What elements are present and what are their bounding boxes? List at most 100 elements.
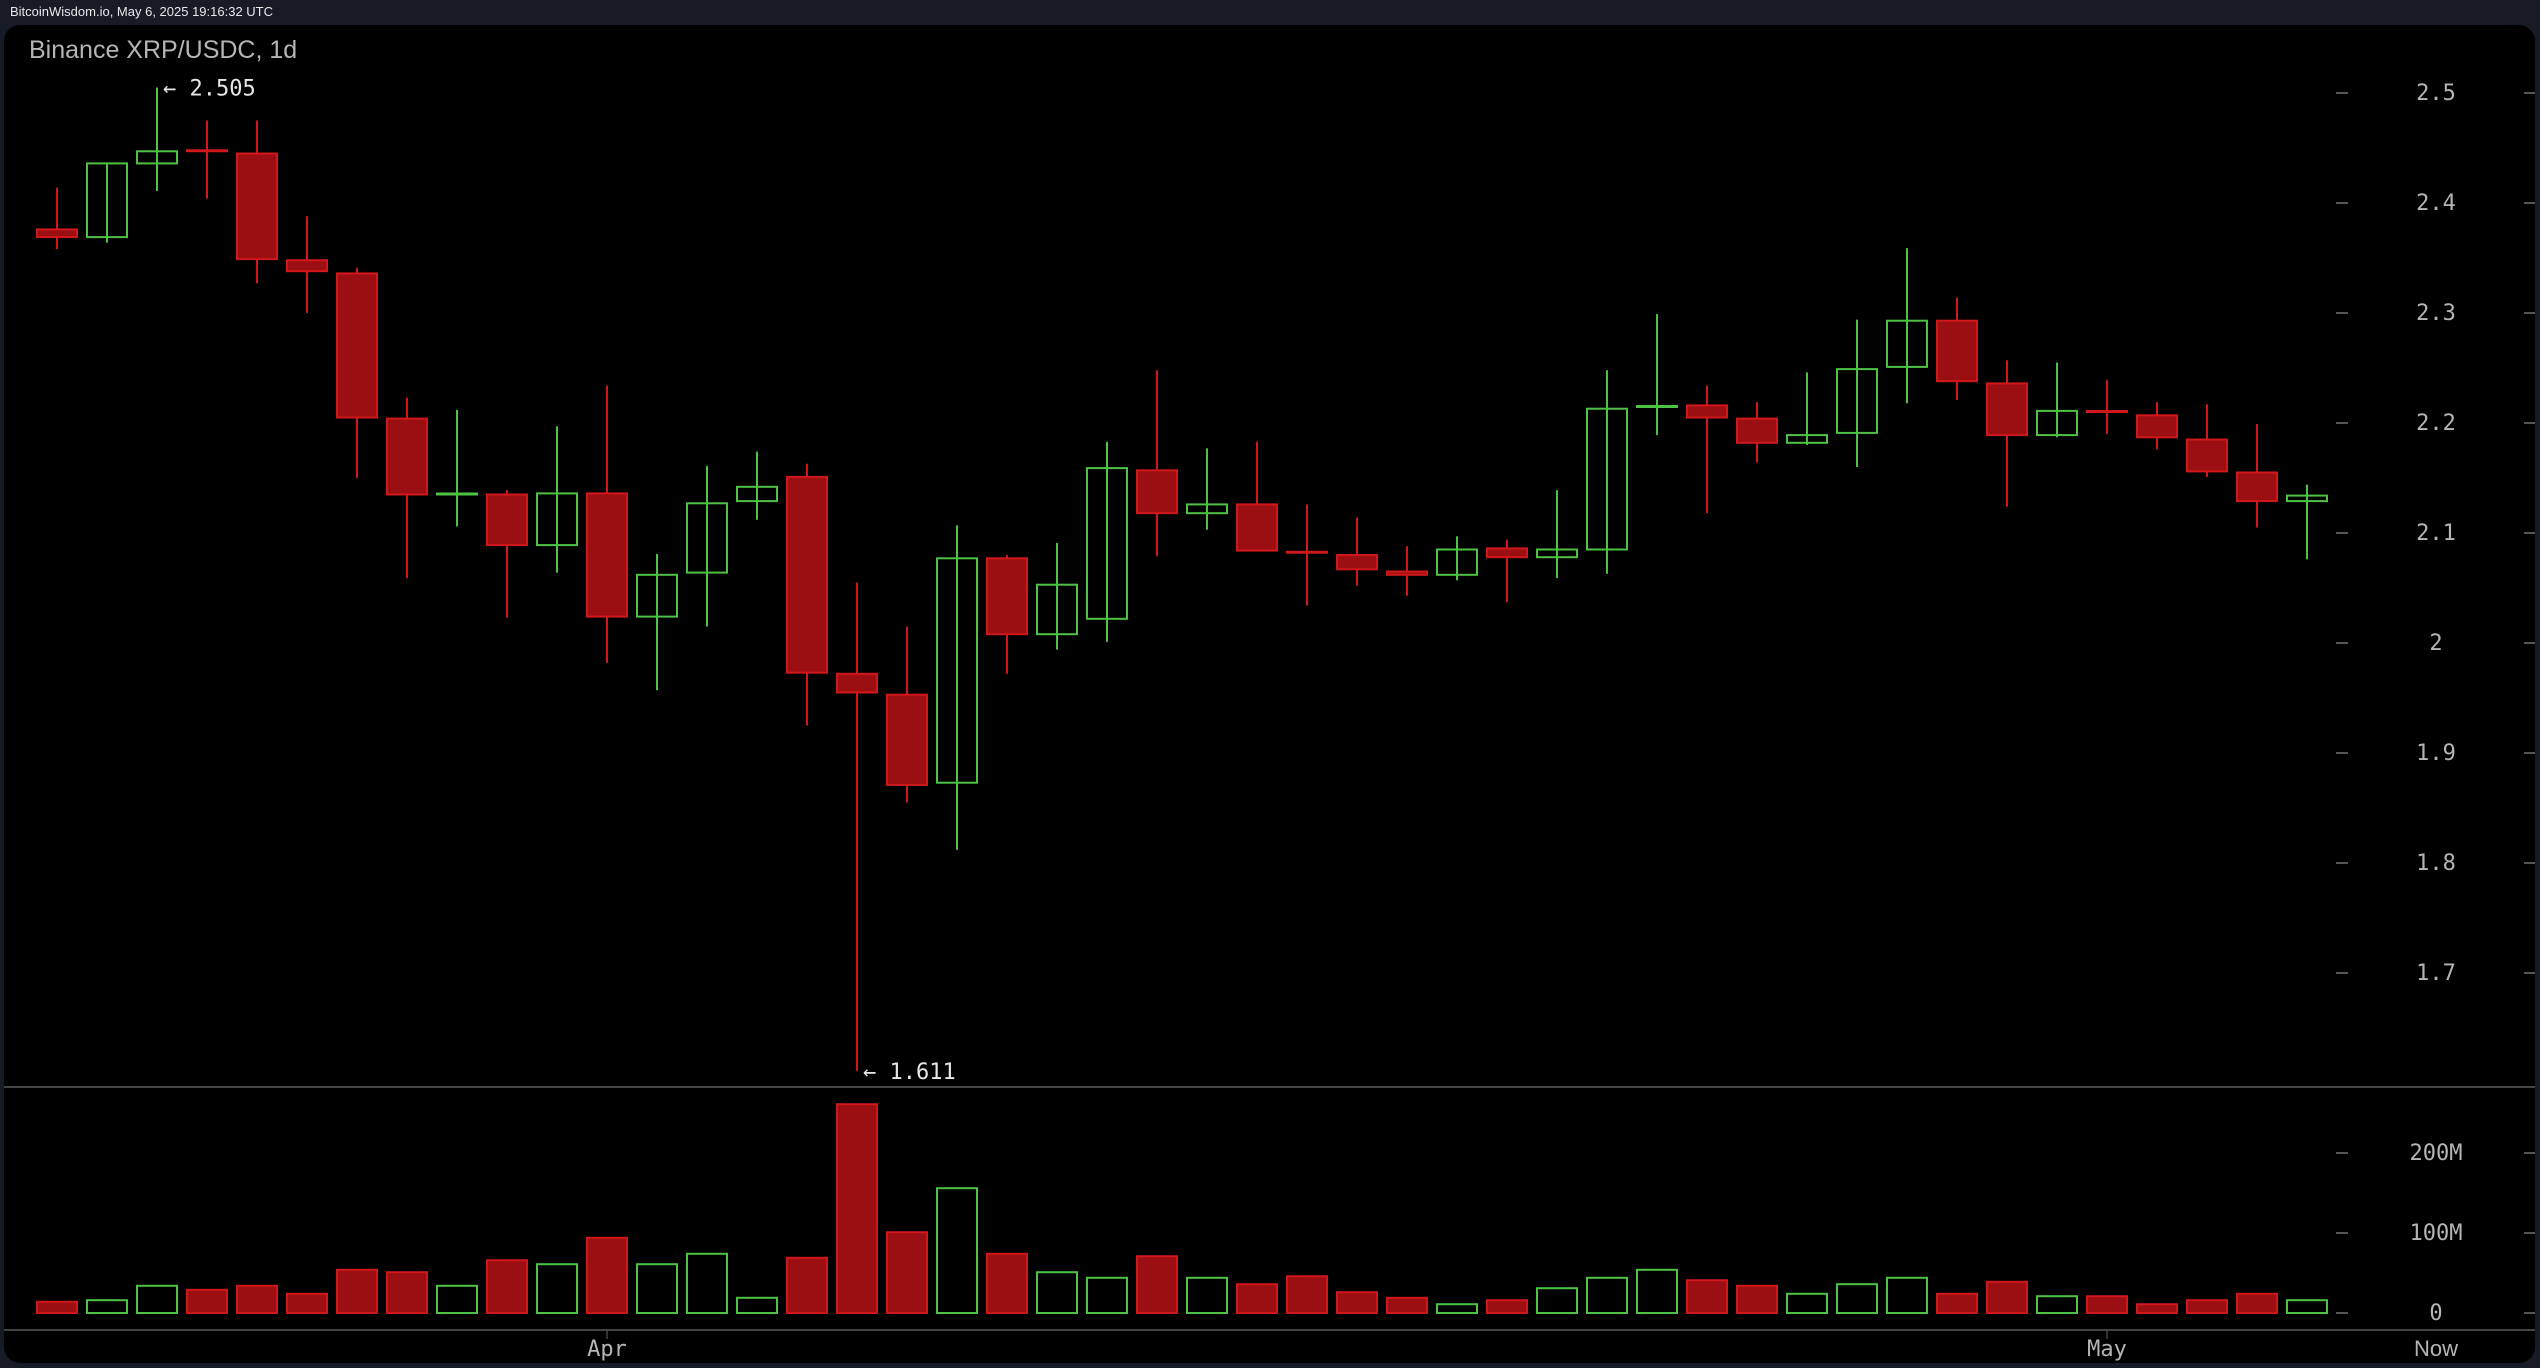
- time-tick-label: May: [2087, 1337, 2127, 1362]
- price-tick-label: 1.7: [2416, 961, 2456, 986]
- volume-bar: [936, 1187, 978, 1314]
- candle: [1836, 319, 1878, 467]
- price-tick-label: 2.5: [2416, 81, 2456, 106]
- candle: [1186, 448, 1228, 530]
- candle: [2036, 362, 2078, 438]
- volume-bar: [536, 1263, 578, 1314]
- volume-bar: [386, 1271, 428, 1314]
- candle: [936, 525, 978, 850]
- volume-bar: [1586, 1276, 1628, 1315]
- candle-body: [1986, 382, 2028, 437]
- candle: [1736, 402, 1778, 463]
- price-tick-label: 2: [2429, 631, 2442, 656]
- candle-body: [2136, 414, 2178, 439]
- candle: [1236, 441, 1278, 552]
- volume-bar: [336, 1268, 378, 1315]
- extreme-annotations: ← 2.505 ← 1.611: [163, 77, 956, 1085]
- candle-body: [486, 493, 528, 547]
- candle: [336, 267, 378, 478]
- candle: [886, 626, 928, 803]
- volume-bar: [1936, 1292, 1978, 1315]
- candle: [86, 162, 128, 243]
- volume-bar: [1386, 1296, 1428, 1315]
- candle-body: [2236, 471, 2278, 503]
- source-timestamp: BitcoinWisdom.io, May 6, 2025 19:16:32 U…: [10, 4, 274, 19]
- volume-bar: [486, 1259, 528, 1314]
- candle-body: [36, 228, 78, 239]
- volume-bar: [1186, 1276, 1228, 1315]
- candle-body: [1186, 503, 1228, 515]
- candle: [236, 120, 278, 284]
- candle-body: [386, 417, 428, 496]
- candle: [536, 426, 578, 573]
- candle-body: [1786, 434, 1828, 444]
- volume-bar: [836, 1103, 878, 1314]
- candle-body: [736, 485, 778, 503]
- candle-body: [886, 693, 928, 786]
- candle: [2236, 424, 2278, 528]
- price-tick-label: 2.2: [2416, 411, 2456, 436]
- candle-body: [86, 162, 128, 239]
- volume-bar: [586, 1236, 628, 1315]
- volume-bar: [1136, 1255, 1178, 1314]
- volume-bar: [1786, 1292, 1828, 1315]
- volume-bar: [886, 1231, 928, 1314]
- candle-body: [1736, 417, 1778, 444]
- volume-axis: 200M 100M 0: [2336, 1141, 2535, 1326]
- volume-tick-label: 100M: [2410, 1221, 2463, 1246]
- candle-body: [2186, 438, 2228, 473]
- candle: [1586, 370, 1628, 574]
- candle-body: [636, 573, 678, 618]
- candle: [1986, 360, 2028, 507]
- candle-body: [1436, 548, 1478, 576]
- candle: [1536, 490, 1578, 579]
- candle-body: [986, 557, 1028, 636]
- candle: [1136, 370, 1178, 557]
- volume-bar: [1236, 1283, 1278, 1314]
- price-tick-label: 1.8: [2416, 851, 2456, 876]
- candle: [1386, 546, 1428, 596]
- volume-bar: [436, 1284, 478, 1315]
- volume-bar: [1536, 1287, 1578, 1314]
- candle-body: [1336, 554, 1378, 571]
- candle-body: [686, 502, 728, 574]
- time-tick-label: Now: [2414, 1336, 2458, 1361]
- price-tick-label: 2.1: [2416, 521, 2456, 546]
- candle-body: [136, 150, 178, 165]
- volume-bar: [636, 1263, 678, 1314]
- volume-bar: [1336, 1291, 1378, 1314]
- volume-bar: [2036, 1295, 2078, 1314]
- candle: [136, 87, 178, 191]
- candle-body: [1386, 570, 1428, 576]
- volume-bar: [2186, 1299, 2228, 1314]
- candle-body: [786, 475, 828, 674]
- volume-bar: [1886, 1276, 1928, 1315]
- volume-bar: [1836, 1283, 1878, 1314]
- candle-body: [536, 492, 578, 547]
- candle: [1336, 517, 1378, 586]
- chart-panel[interactable]: Binance XRP/USDC, 1d 2.5 2.4 2.3 2.2 2.1 2 1.9…: [4, 25, 2535, 1363]
- candle: [686, 465, 728, 627]
- candle: [1486, 539, 1528, 603]
- volume-bar: [686, 1252, 728, 1315]
- price-tick-label: 1.9: [2416, 741, 2456, 766]
- candle: [1636, 314, 1678, 436]
- candle: [736, 451, 778, 520]
- volume-bar: [2086, 1295, 2128, 1314]
- volume-bar: [36, 1300, 78, 1315]
- candlestick-chart[interactable]: 2.5 2.4 2.3 2.2 2.1 2 1.9 1.8 1.7 200M 100M 0 Apr M…: [4, 25, 2535, 1363]
- price-axis: 2.5 2.4 2.3 2.2 2.1 2 1.9 1.8 1.7: [2336, 81, 2535, 986]
- candle: [586, 385, 628, 663]
- volume-bar: [986, 1252, 1028, 1315]
- volume-bar: [286, 1292, 328, 1315]
- time-axis: Apr May Now: [587, 1331, 2458, 1362]
- volume-bar: [786, 1256, 828, 1315]
- candle-body: [1586, 407, 1628, 551]
- candle: [1286, 504, 1328, 606]
- candle: [2086, 380, 2128, 434]
- candle: [1786, 372, 1828, 445]
- candle: [186, 120, 228, 199]
- volume-bar: [1986, 1280, 2028, 1315]
- candle: [1886, 248, 1928, 404]
- max-price-label: ← 2.505: [163, 77, 256, 102]
